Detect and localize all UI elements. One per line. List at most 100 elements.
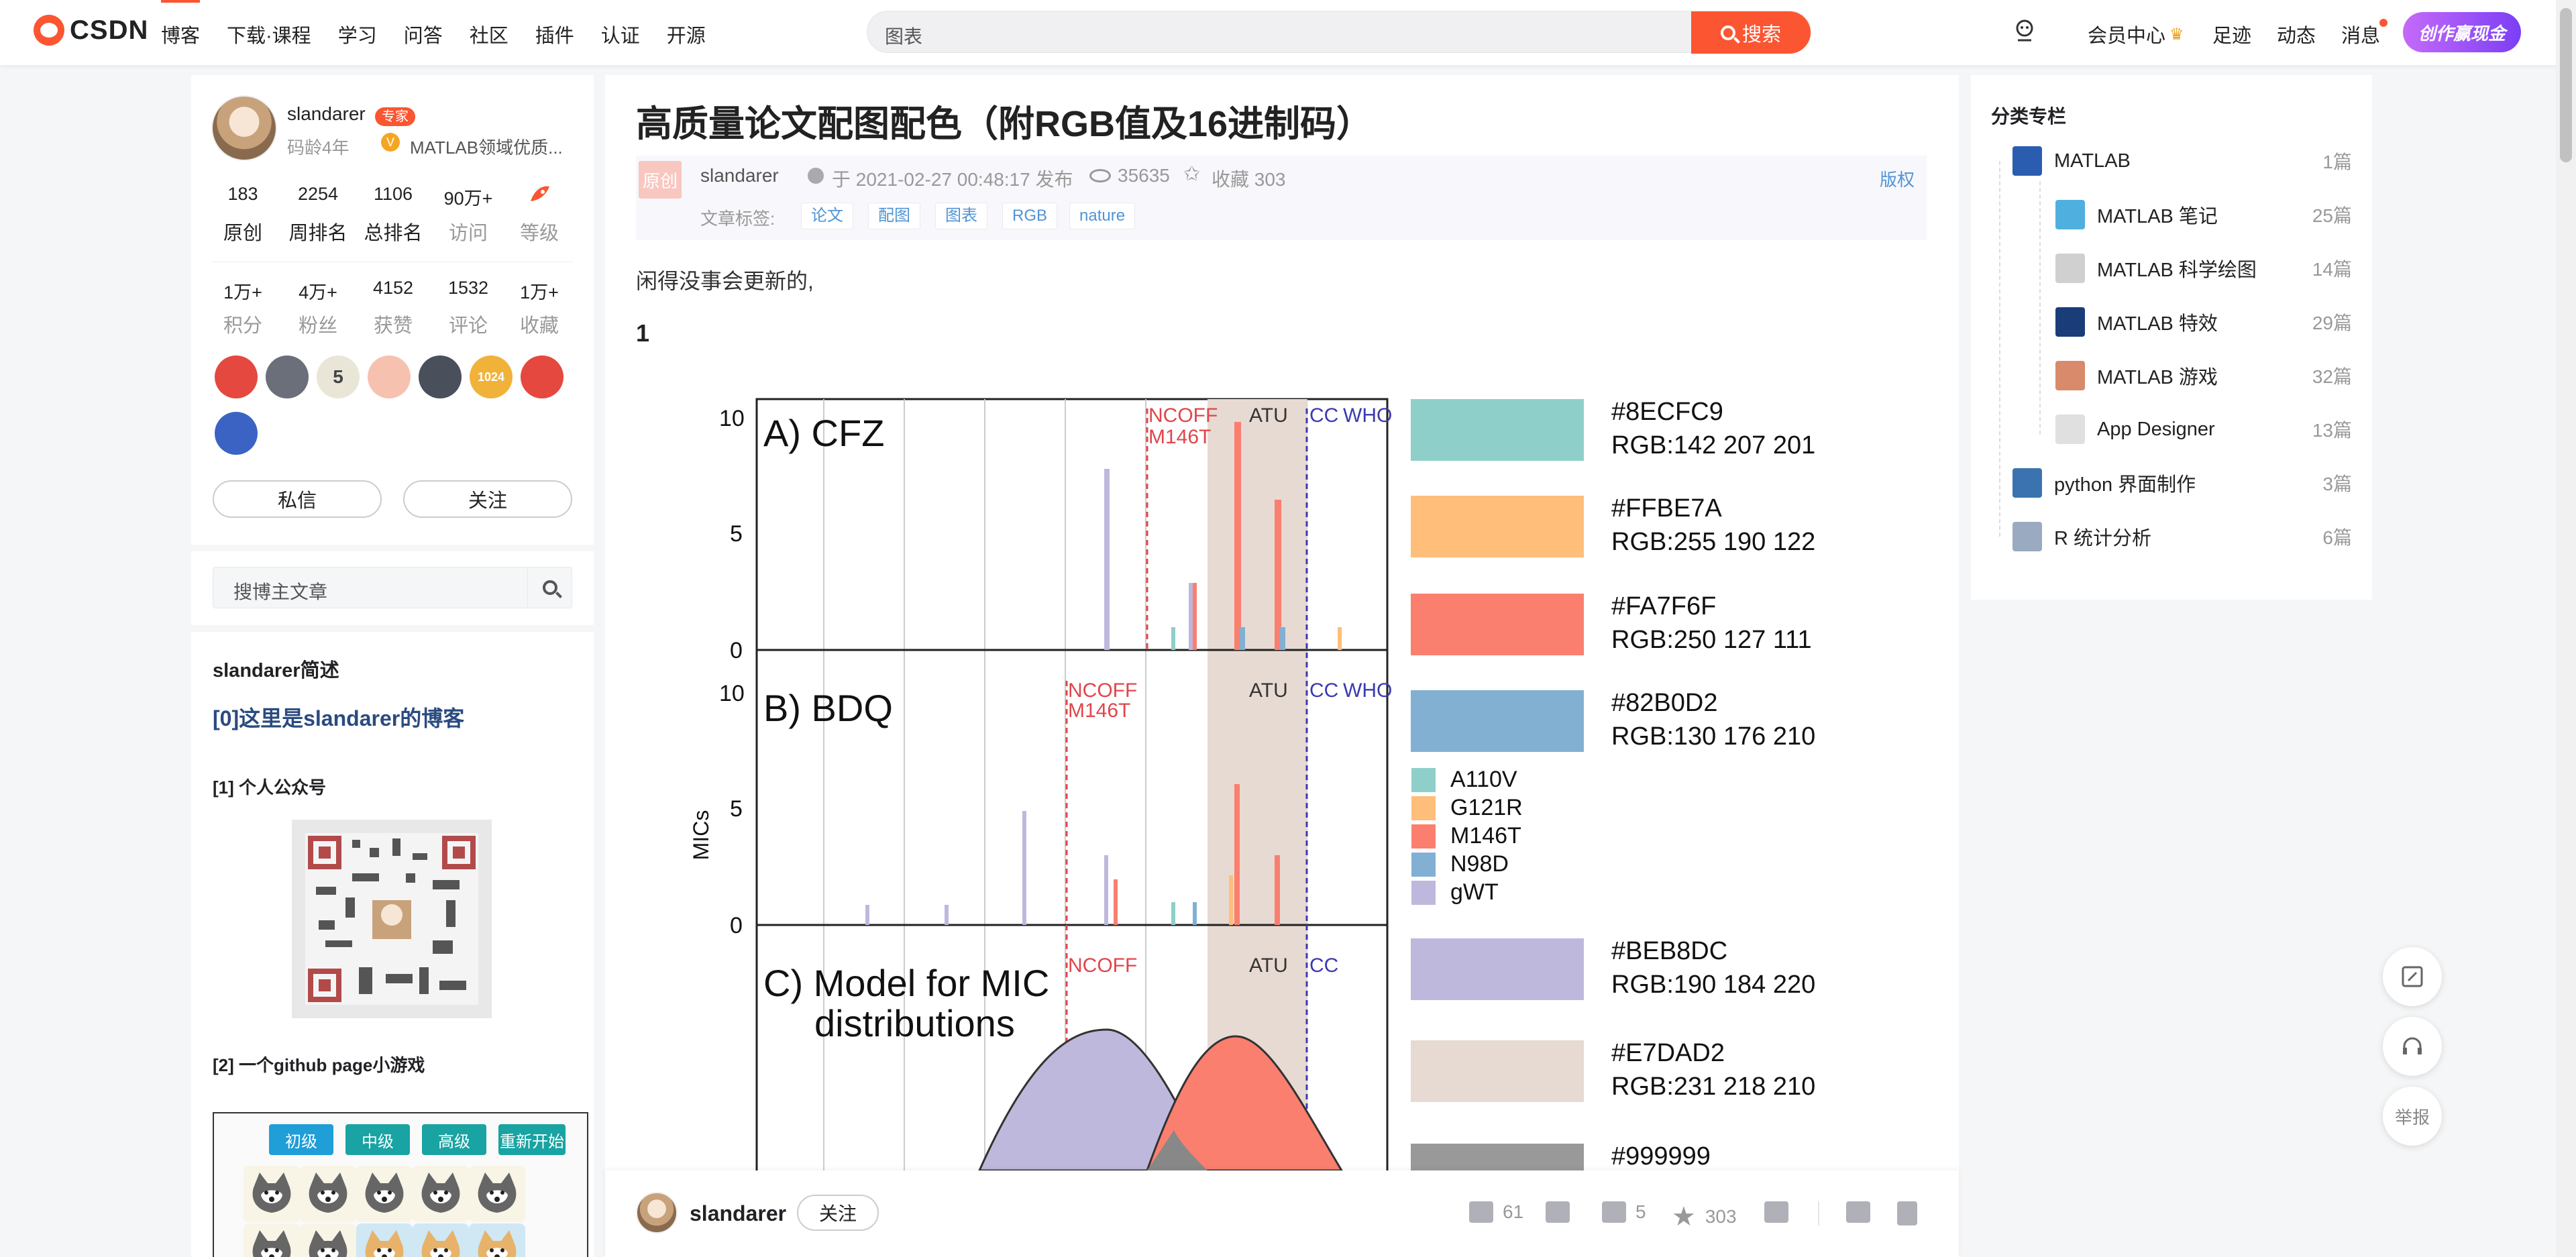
message-button[interactable]: 私信 <box>213 480 382 518</box>
comment-icon <box>1602 1201 1626 1223</box>
bottom-avatar[interactable] <box>636 1192 678 1234</box>
badge-pen-icon[interactable] <box>521 356 564 398</box>
follow-button[interactable]: 关注 <box>403 480 572 518</box>
nav-certification[interactable]: 认证 <box>600 25 640 47</box>
customer-service-button[interactable] <box>2383 1017 2442 1076</box>
category-item[interactable]: MATLAB 科学绘图 14篇 <box>2055 254 2352 283</box>
badge-1024-icon[interactable]: 1024 <box>470 356 513 398</box>
tag-nature[interactable]: nature <box>1069 203 1136 229</box>
game-tile[interactable] <box>469 1223 525 1257</box>
category-item[interactable]: MATLAB 游戏 32篇 <box>2055 361 2352 390</box>
category-name: MATLAB 游戏 <box>2097 367 2218 388</box>
create-button[interactable]: 创作赢现金 <box>2403 12 2521 52</box>
favorite-button[interactable]: ★ 303 <box>1672 1201 1737 1232</box>
category-item[interactable]: App Designer 13篇 <box>2055 415 2352 444</box>
category-tree-line <box>1999 161 2000 537</box>
nav-opensource[interactable]: 开源 <box>666 25 706 47</box>
badge-5-icon[interactable]: 5 <box>317 356 360 398</box>
article-author[interactable]: slandarer <box>700 165 779 186</box>
clock-icon <box>808 168 824 184</box>
report-button[interactable]: 举报 <box>2383 1087 2442 1146</box>
qrcode-image <box>292 820 492 1018</box>
y-tick-a-5: 5 <box>730 521 743 547</box>
copyright-link[interactable]: 版权 <box>1880 170 1915 190</box>
category-item[interactable]: R 统计分析 6篇 <box>2012 522 2352 551</box>
category-thumbnail-icon <box>2055 200 2085 229</box>
hex-82b0d2: #82B0D2 <box>1611 689 1718 717</box>
game-hard-button[interactable]: 高级 <box>422 1124 486 1155</box>
game-tile[interactable] <box>244 1223 300 1257</box>
game-tile[interactable] <box>300 1223 356 1257</box>
category-item[interactable]: python 界面制作 3篇 <box>2012 468 2352 498</box>
search-input[interactable]: 图表 <box>885 26 923 47</box>
level-icon[interactable] <box>528 182 552 205</box>
page-scrollbar[interactable] <box>2556 0 2576 1257</box>
badge-github-icon[interactable] <box>266 356 309 398</box>
swatch-8ecfc9-label: #8ECFC9 RGB:142 207 201 <box>1611 395 1815 462</box>
stat-comments: 1532 <box>447 278 489 298</box>
mascot-icon[interactable] <box>2012 17 2037 44</box>
tag-chart[interactable]: 图表 <box>935 203 987 229</box>
tag-paper[interactable]: 论文 <box>801 203 853 229</box>
blog-search-button[interactable] <box>527 567 572 608</box>
nav-blog[interactable]: 博客 <box>161 0 201 48</box>
nav-vip-center[interactable]: 会员中心 ♛ <box>2088 20 2184 48</box>
intro-link[interactable]: [0]这里是slandarer的博客 <box>213 706 465 730</box>
scrollbar-thumb[interactable] <box>2560 8 2572 162</box>
badge-rocket-icon[interactable] <box>215 412 258 455</box>
category-name: R 统计分析 <box>2054 528 2152 549</box>
category-thumbnail-icon <box>2055 361 2085 390</box>
nav-dynamic[interactable]: 动态 <box>2277 25 2316 47</box>
category-item[interactable]: MATLAB 1篇 <box>2012 146 2352 176</box>
legend-item: A110V <box>1411 767 1517 793</box>
game-restart-button[interactable]: 重新开始 <box>498 1124 566 1155</box>
cc-label-a: CC <box>1309 404 1338 427</box>
game-tile[interactable] <box>469 1166 525 1222</box>
dislike-button[interactable] <box>1546 1201 1570 1223</box>
category-item[interactable]: MATLAB 笔记 25篇 <box>2055 200 2352 229</box>
main-nav: 博客 下载·课程 学习 问答 社区 插件 认证 开源 <box>161 0 733 48</box>
hex-ffbe7a: #FFBE7A <box>1611 494 1722 523</box>
download-pdf-button[interactable] <box>1897 1201 1917 1225</box>
original-badge: 原创 <box>639 161 682 199</box>
badge-monkey-icon[interactable] <box>215 356 258 398</box>
nav-community[interactable]: 社区 <box>469 25 508 47</box>
write-button[interactable] <box>2383 947 2442 1006</box>
favorite-star-icon: ✩ <box>1183 163 1201 185</box>
game-tile[interactable] <box>244 1166 300 1222</box>
bottom-follow-button[interactable]: 关注 <box>797 1195 879 1231</box>
nav-download-course[interactable]: 下载·课程 <box>227 25 311 47</box>
nav-plugin[interactable]: 插件 <box>535 25 574 47</box>
logo-text: CSDN <box>70 15 149 45</box>
reward-button[interactable] <box>1764 1201 1788 1223</box>
csdn-logo[interactable]: CSDN <box>34 15 148 46</box>
comment-button[interactable]: 5 <box>1602 1201 1646 1223</box>
badge-hexagon-icon[interactable] <box>419 356 462 398</box>
nav-footprint[interactable]: 足迹 <box>2212 25 2252 47</box>
game-medium-button[interactable]: 中级 <box>345 1124 410 1155</box>
avatar[interactable] <box>211 95 277 161</box>
game-tile[interactable] <box>413 1166 469 1222</box>
profile-name[interactable]: slandarer <box>287 103 366 124</box>
category-item[interactable]: MATLAB 特效 29篇 <box>2055 307 2352 337</box>
game-tile[interactable] <box>356 1223 413 1257</box>
game-tile[interactable] <box>300 1166 356 1222</box>
nav-qa[interactable]: 问答 <box>403 25 443 47</box>
nav-messages[interactable]: 消息 <box>2341 25 2381 47</box>
search-button[interactable]: 搜索 <box>1691 11 1811 54</box>
nav-learn[interactable]: 学习 <box>337 25 377 47</box>
tag-rgb[interactable]: RGB <box>1002 203 1058 229</box>
panel-a-title: A) CFZ <box>763 412 884 454</box>
blog-search-input[interactable]: 搜博主文章 <box>233 582 328 602</box>
game-tile[interactable] <box>413 1223 469 1257</box>
badge-award-icon[interactable] <box>368 356 411 398</box>
tag-figure[interactable]: 配图 <box>868 203 920 229</box>
legend-swatch-a110v <box>1411 767 1436 792</box>
category-count: 29篇 <box>2312 313 2352 333</box>
y-tick-b-10: 10 <box>719 681 745 706</box>
share-button[interactable] <box>1846 1201 1870 1223</box>
game-easy-button[interactable]: 初级 <box>269 1124 333 1155</box>
game-tile[interactable] <box>356 1166 413 1222</box>
bottom-author[interactable]: slandarer <box>690 1201 787 1225</box>
like-button[interactable]: 61 <box>1469 1201 1523 1223</box>
